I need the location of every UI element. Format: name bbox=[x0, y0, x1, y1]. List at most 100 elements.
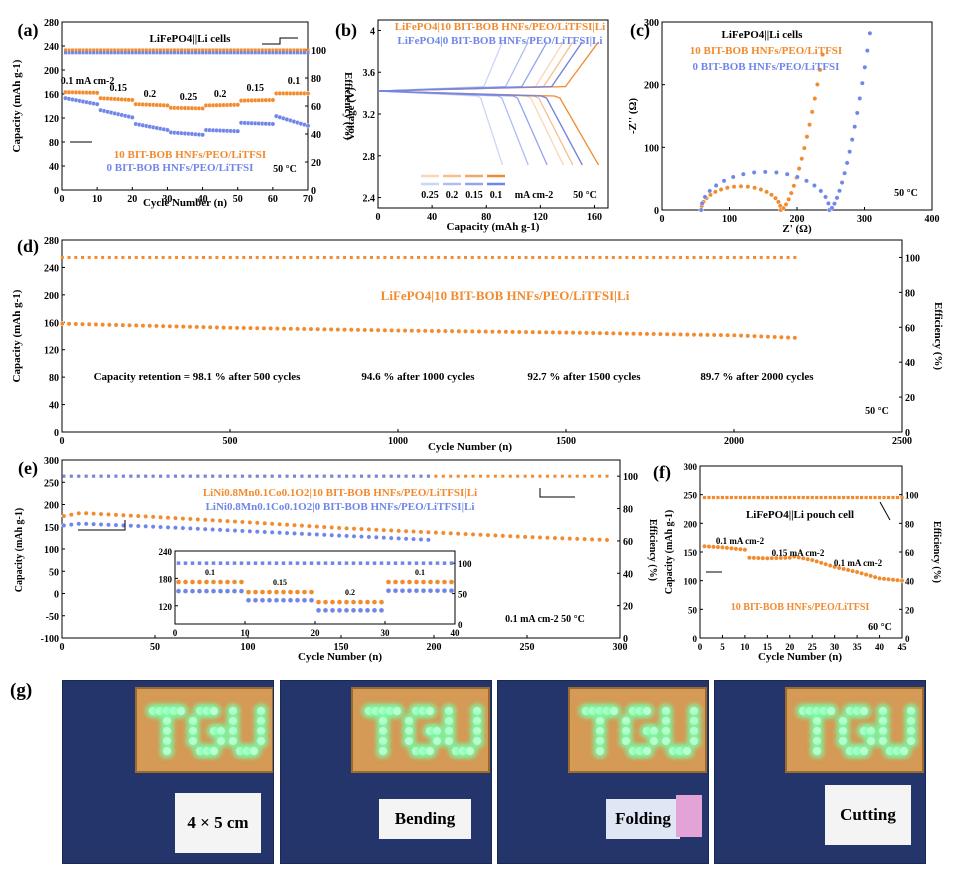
led-dot bbox=[229, 737, 237, 745]
led-dot bbox=[229, 717, 237, 725]
led-dot bbox=[196, 747, 204, 755]
panel-d-capacity-point bbox=[644, 331, 650, 337]
panel-a-y2tick-label: 100 bbox=[311, 46, 326, 57]
panel-d-efficiency-point bbox=[114, 255, 118, 259]
panel-d-temperature: 50 °C bbox=[865, 406, 889, 417]
panel-f-efficiency-point bbox=[833, 495, 837, 500]
panel-e-efficiency-point bbox=[575, 474, 579, 478]
panel-f-capacity-point bbox=[738, 546, 743, 552]
panel-d-capacity-point bbox=[355, 327, 361, 333]
panel-d-efficiency-point bbox=[363, 255, 367, 259]
photo-caption-folding: Folding bbox=[606, 799, 680, 839]
led-dot bbox=[669, 747, 677, 755]
panel-d-efficiency-point bbox=[679, 255, 683, 259]
led-dot bbox=[683, 747, 691, 755]
panel-a-efficiency-point bbox=[225, 51, 229, 55]
panel-a-efficiency-point bbox=[151, 48, 155, 52]
panel-e-inset-xtick-label: 40 bbox=[451, 628, 461, 638]
panel-c-xtick-label: 300 bbox=[857, 214, 872, 225]
panel-a-capacity-point bbox=[165, 127, 170, 133]
panel-e-inset-y2tick-label: 0 bbox=[458, 620, 463, 630]
led-dot bbox=[405, 717, 413, 725]
panel-e-efficiency-point bbox=[493, 474, 497, 478]
panel-f-capacity-point bbox=[787, 555, 793, 561]
panel-f-capacity-point bbox=[850, 568, 856, 574]
panel-a-efficiency-point bbox=[155, 48, 159, 52]
panel-d-capacity-point bbox=[315, 326, 321, 332]
panel-f-efficiency-point bbox=[743, 495, 747, 500]
panel-e-inset-blue-point bbox=[287, 597, 294, 603]
panel-e-capacity-point bbox=[366, 534, 372, 540]
panel-a-efficiency-point bbox=[232, 51, 236, 55]
panel-e-inset-efficiency-point bbox=[239, 561, 244, 565]
panel-e-capacity-point bbox=[232, 528, 238, 533]
panel-d-efficiency-point bbox=[228, 255, 232, 259]
led-dot bbox=[189, 737, 197, 745]
panel-a-efficiency-point bbox=[218, 51, 222, 55]
panel-d-capacity-point bbox=[295, 326, 300, 332]
panel-e-ytick-label: 200 bbox=[44, 501, 59, 512]
panel-f-capacity-point bbox=[760, 555, 766, 561]
panel-a-efficiency-point bbox=[194, 51, 198, 55]
led-dot bbox=[690, 737, 698, 745]
panel-e-capacity-point bbox=[217, 518, 223, 524]
panel-d-efficiency-point bbox=[376, 255, 380, 259]
panel-a-efficiency-point bbox=[120, 51, 124, 55]
panel-a-title: LiFePO4||Li cells bbox=[150, 33, 232, 45]
panel-f-ytick-label: 250 bbox=[684, 491, 698, 501]
panel-d-efficiency-point bbox=[349, 255, 353, 259]
led-dot bbox=[839, 727, 847, 735]
panel-d-efficiency-point bbox=[497, 255, 501, 259]
panel-d-capacity-point bbox=[416, 328, 421, 334]
panel-d-efficiency-point bbox=[416, 255, 420, 259]
panel-e-inset-blue-point bbox=[308, 597, 315, 603]
panel-e-ytick-label: 0 bbox=[54, 590, 59, 601]
panel-f-efficiency-point bbox=[873, 495, 877, 500]
panel-c-xtick-label: 400 bbox=[925, 214, 940, 225]
panel-d-efficiency-point bbox=[652, 255, 656, 259]
panel-d-efficiency-point bbox=[779, 255, 783, 259]
panel-c-tail-point bbox=[815, 82, 820, 87]
led-dot bbox=[813, 747, 821, 755]
panel-d-capacity-point bbox=[765, 334, 771, 340]
panel-f-ytick-label: 0 bbox=[693, 634, 698, 644]
led-dot bbox=[879, 727, 887, 735]
panel-d-capacity-point bbox=[584, 330, 589, 336]
panel-e-capacity-point bbox=[463, 531, 469, 537]
panel-e-inset-blue-point bbox=[231, 588, 238, 594]
panel-e-inset-orange-point bbox=[406, 579, 413, 585]
panel-a-capacity-point bbox=[200, 132, 205, 138]
panel-e-capacity-point bbox=[165, 515, 171, 521]
led-dot bbox=[690, 727, 698, 735]
panel-a-efficiency-point bbox=[215, 48, 219, 52]
led-dot bbox=[636, 707, 644, 715]
panel-a-efficiency-point bbox=[278, 48, 282, 52]
panel-f-capacity-point bbox=[733, 546, 739, 552]
panel-d-efficiency-point bbox=[195, 255, 199, 259]
panel-e-capacity-point bbox=[284, 522, 290, 528]
panel-e-capacity-point bbox=[240, 528, 245, 534]
panel-b-rate-legend-label: 0.25 bbox=[421, 190, 439, 201]
panel-a-ytick-label: 240 bbox=[44, 42, 59, 53]
panel-f-capacity-point bbox=[702, 543, 707, 549]
panel-a-efficiency-point bbox=[116, 51, 120, 55]
panel-d-efficiency-point bbox=[269, 255, 273, 259]
panel-e-inset-orange-point bbox=[350, 599, 357, 605]
panel-a-rate-label: 0.15 bbox=[109, 83, 127, 94]
panel-a-efficiency-point bbox=[144, 51, 148, 55]
panel-b-discharge-curve bbox=[377, 90, 564, 166]
panel-e-capacity-point bbox=[366, 527, 372, 532]
panel-d-efficiency-point bbox=[275, 255, 279, 259]
panel-d-capacity-point bbox=[395, 328, 401, 333]
panel-e-capacity-point bbox=[113, 512, 119, 518]
panel-d-y2tick-label: 40 bbox=[905, 358, 915, 369]
panel-a-efficiency-point bbox=[71, 48, 75, 52]
led-dot bbox=[629, 707, 637, 715]
led-dot bbox=[813, 717, 821, 725]
panel-e-capacity-point bbox=[180, 525, 186, 531]
panel-e-capacity-point bbox=[210, 527, 216, 532]
panel-b-ytick-label: 2.4 bbox=[363, 194, 376, 205]
panel-e-efficiency-point bbox=[293, 474, 296, 478]
panel-d-capacity-point bbox=[550, 330, 556, 335]
led-dot bbox=[643, 727, 651, 735]
